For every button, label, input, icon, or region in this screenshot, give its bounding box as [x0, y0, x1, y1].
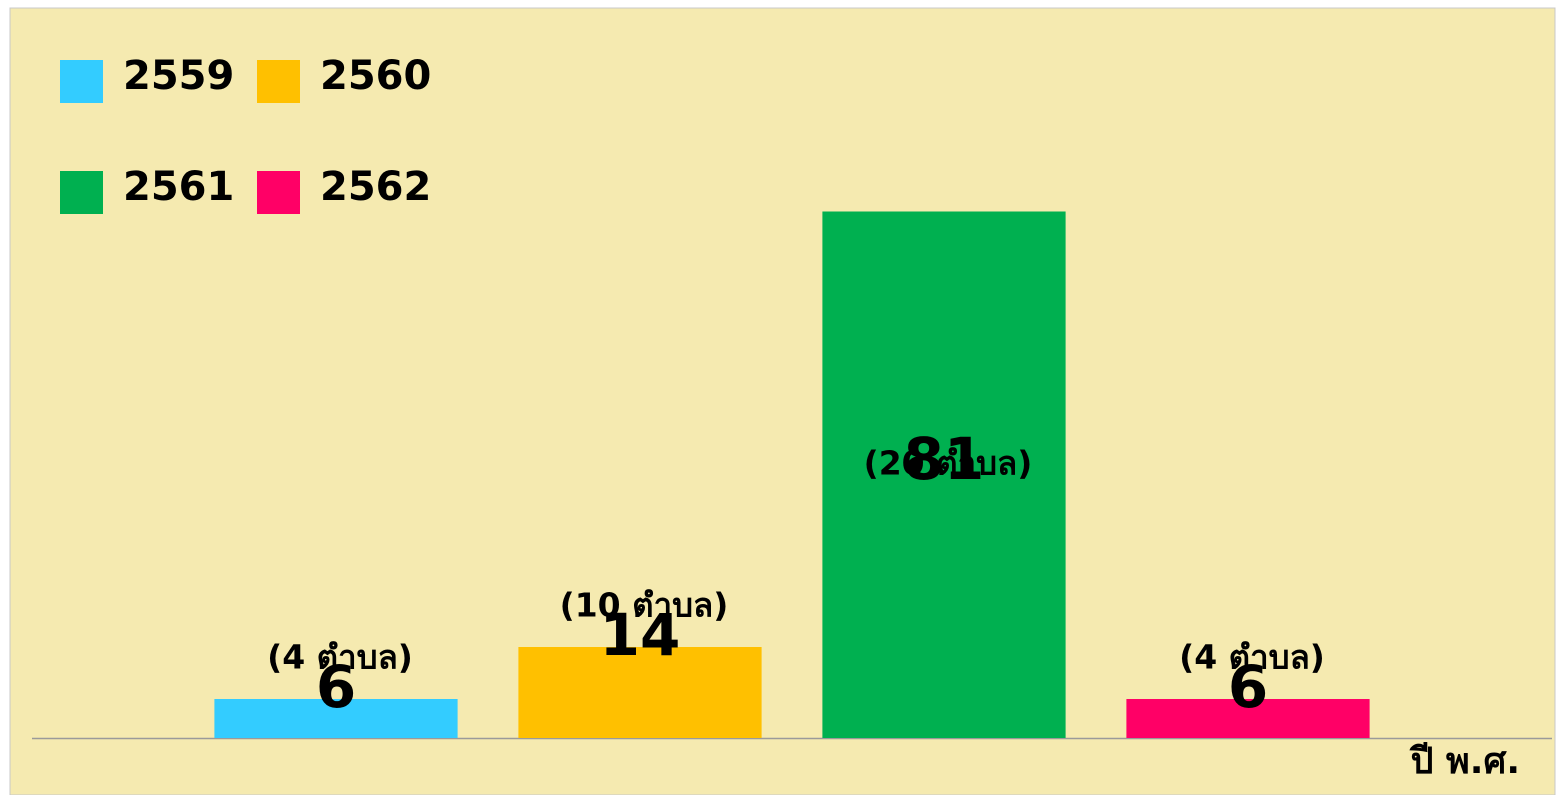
legend-label: 2560: [320, 53, 431, 99]
value-label: 14: [600, 601, 681, 669]
legend-label: 2561: [123, 164, 234, 210]
annotation: (4 ตำบล): [267, 638, 413, 677]
bar: [214, 699, 458, 738]
legend-swatch: [257, 60, 300, 103]
annotation: (10 ตำบล): [560, 586, 729, 625]
value-label: 6: [316, 653, 356, 721]
legend-swatch: [257, 171, 300, 214]
legend-swatch: [60, 171, 103, 214]
chart-background: [9, 7, 1556, 795]
value-label: 6: [1228, 653, 1268, 721]
legend-swatch: [60, 60, 103, 103]
bar: [518, 647, 762, 738]
bar: [1126, 699, 1370, 738]
value-label: 81: [904, 425, 985, 493]
legend-label: 2562: [320, 164, 431, 210]
annotation: (20 ตำบล): [864, 443, 1033, 482]
annotation: (4 ตำบล): [1179, 638, 1325, 677]
x-axis-title: ปี พ.ศ.: [1409, 741, 1520, 782]
bar: [822, 211, 1066, 738]
legend-label: 2559: [123, 53, 234, 99]
